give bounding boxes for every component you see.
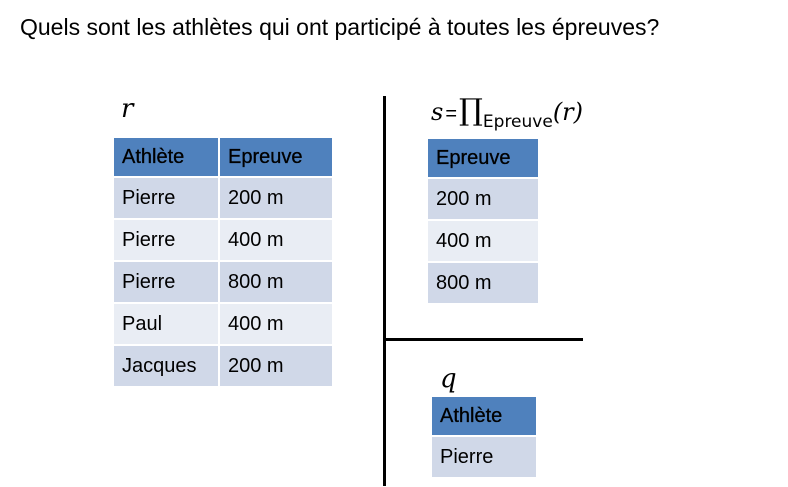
table-row: Pierre 400 m — [114, 220, 332, 260]
table-row: Paul 400 m — [114, 304, 332, 344]
projection-formula: s =∏Epreuve(r) — [431, 93, 584, 133]
relation-r-table: Athlète Epreuve Pierre 200 m Pierre 400 … — [112, 136, 334, 388]
formula-lhs: s — [431, 98, 444, 126]
table-row: Jacques 200 m — [114, 346, 332, 386]
relation-q-name: q — [440, 364, 457, 394]
table-row: 800 m — [428, 263, 538, 303]
formula-equals: = — [445, 103, 458, 125]
cell-epreuve: 400 m — [428, 221, 538, 261]
relation-q-table: Athlète Pierre — [430, 395, 538, 479]
question-heading: Quels sont les athlètes qui ont particip… — [20, 14, 660, 40]
cell-athlete: Pierre — [432, 437, 536, 477]
table-row: 200 m — [428, 179, 538, 219]
cell-athlete: Jacques — [114, 346, 218, 386]
table-row: Pierre 200 m — [114, 178, 332, 218]
horizontal-divider — [385, 338, 583, 341]
relation-r-name: r — [121, 94, 134, 124]
table-row: Pierre — [432, 437, 536, 477]
vertical-divider — [383, 96, 386, 486]
cell-epreuve: 800 m — [220, 262, 332, 302]
table-row: Pierre 800 m — [114, 262, 332, 302]
column-header-epreuve: Epreuve — [220, 138, 332, 176]
cell-epreuve: 400 m — [220, 220, 332, 260]
cell-athlete: Pierre — [114, 220, 218, 260]
table-row: 400 m — [428, 221, 538, 261]
cell-epreuve: 200 m — [220, 178, 332, 218]
cell-epreuve: 200 m — [428, 179, 538, 219]
formula-argument: (r) — [552, 98, 584, 126]
table-header-row: Athlète Epreuve — [114, 138, 332, 176]
cell-epreuve: 200 m — [220, 346, 332, 386]
column-header-athlete: Athlète — [432, 397, 536, 435]
table-header-row: Epreuve — [428, 139, 538, 177]
cell-epreuve: 400 m — [220, 304, 332, 344]
cell-epreuve: 800 m — [428, 263, 538, 303]
projection-operator: ∏ — [459, 93, 483, 128]
cell-athlete: Paul — [114, 304, 218, 344]
column-header-athlete: Athlète — [114, 138, 218, 176]
cell-athlete: Pierre — [114, 178, 218, 218]
cell-athlete: Pierre — [114, 262, 218, 302]
table-header-row: Athlète — [432, 397, 536, 435]
projection-subscript: Epreuve — [482, 112, 553, 132]
column-header-epreuve: Epreuve — [428, 139, 538, 177]
relation-s-table: Epreuve 200 m 400 m 800 m — [426, 137, 540, 305]
